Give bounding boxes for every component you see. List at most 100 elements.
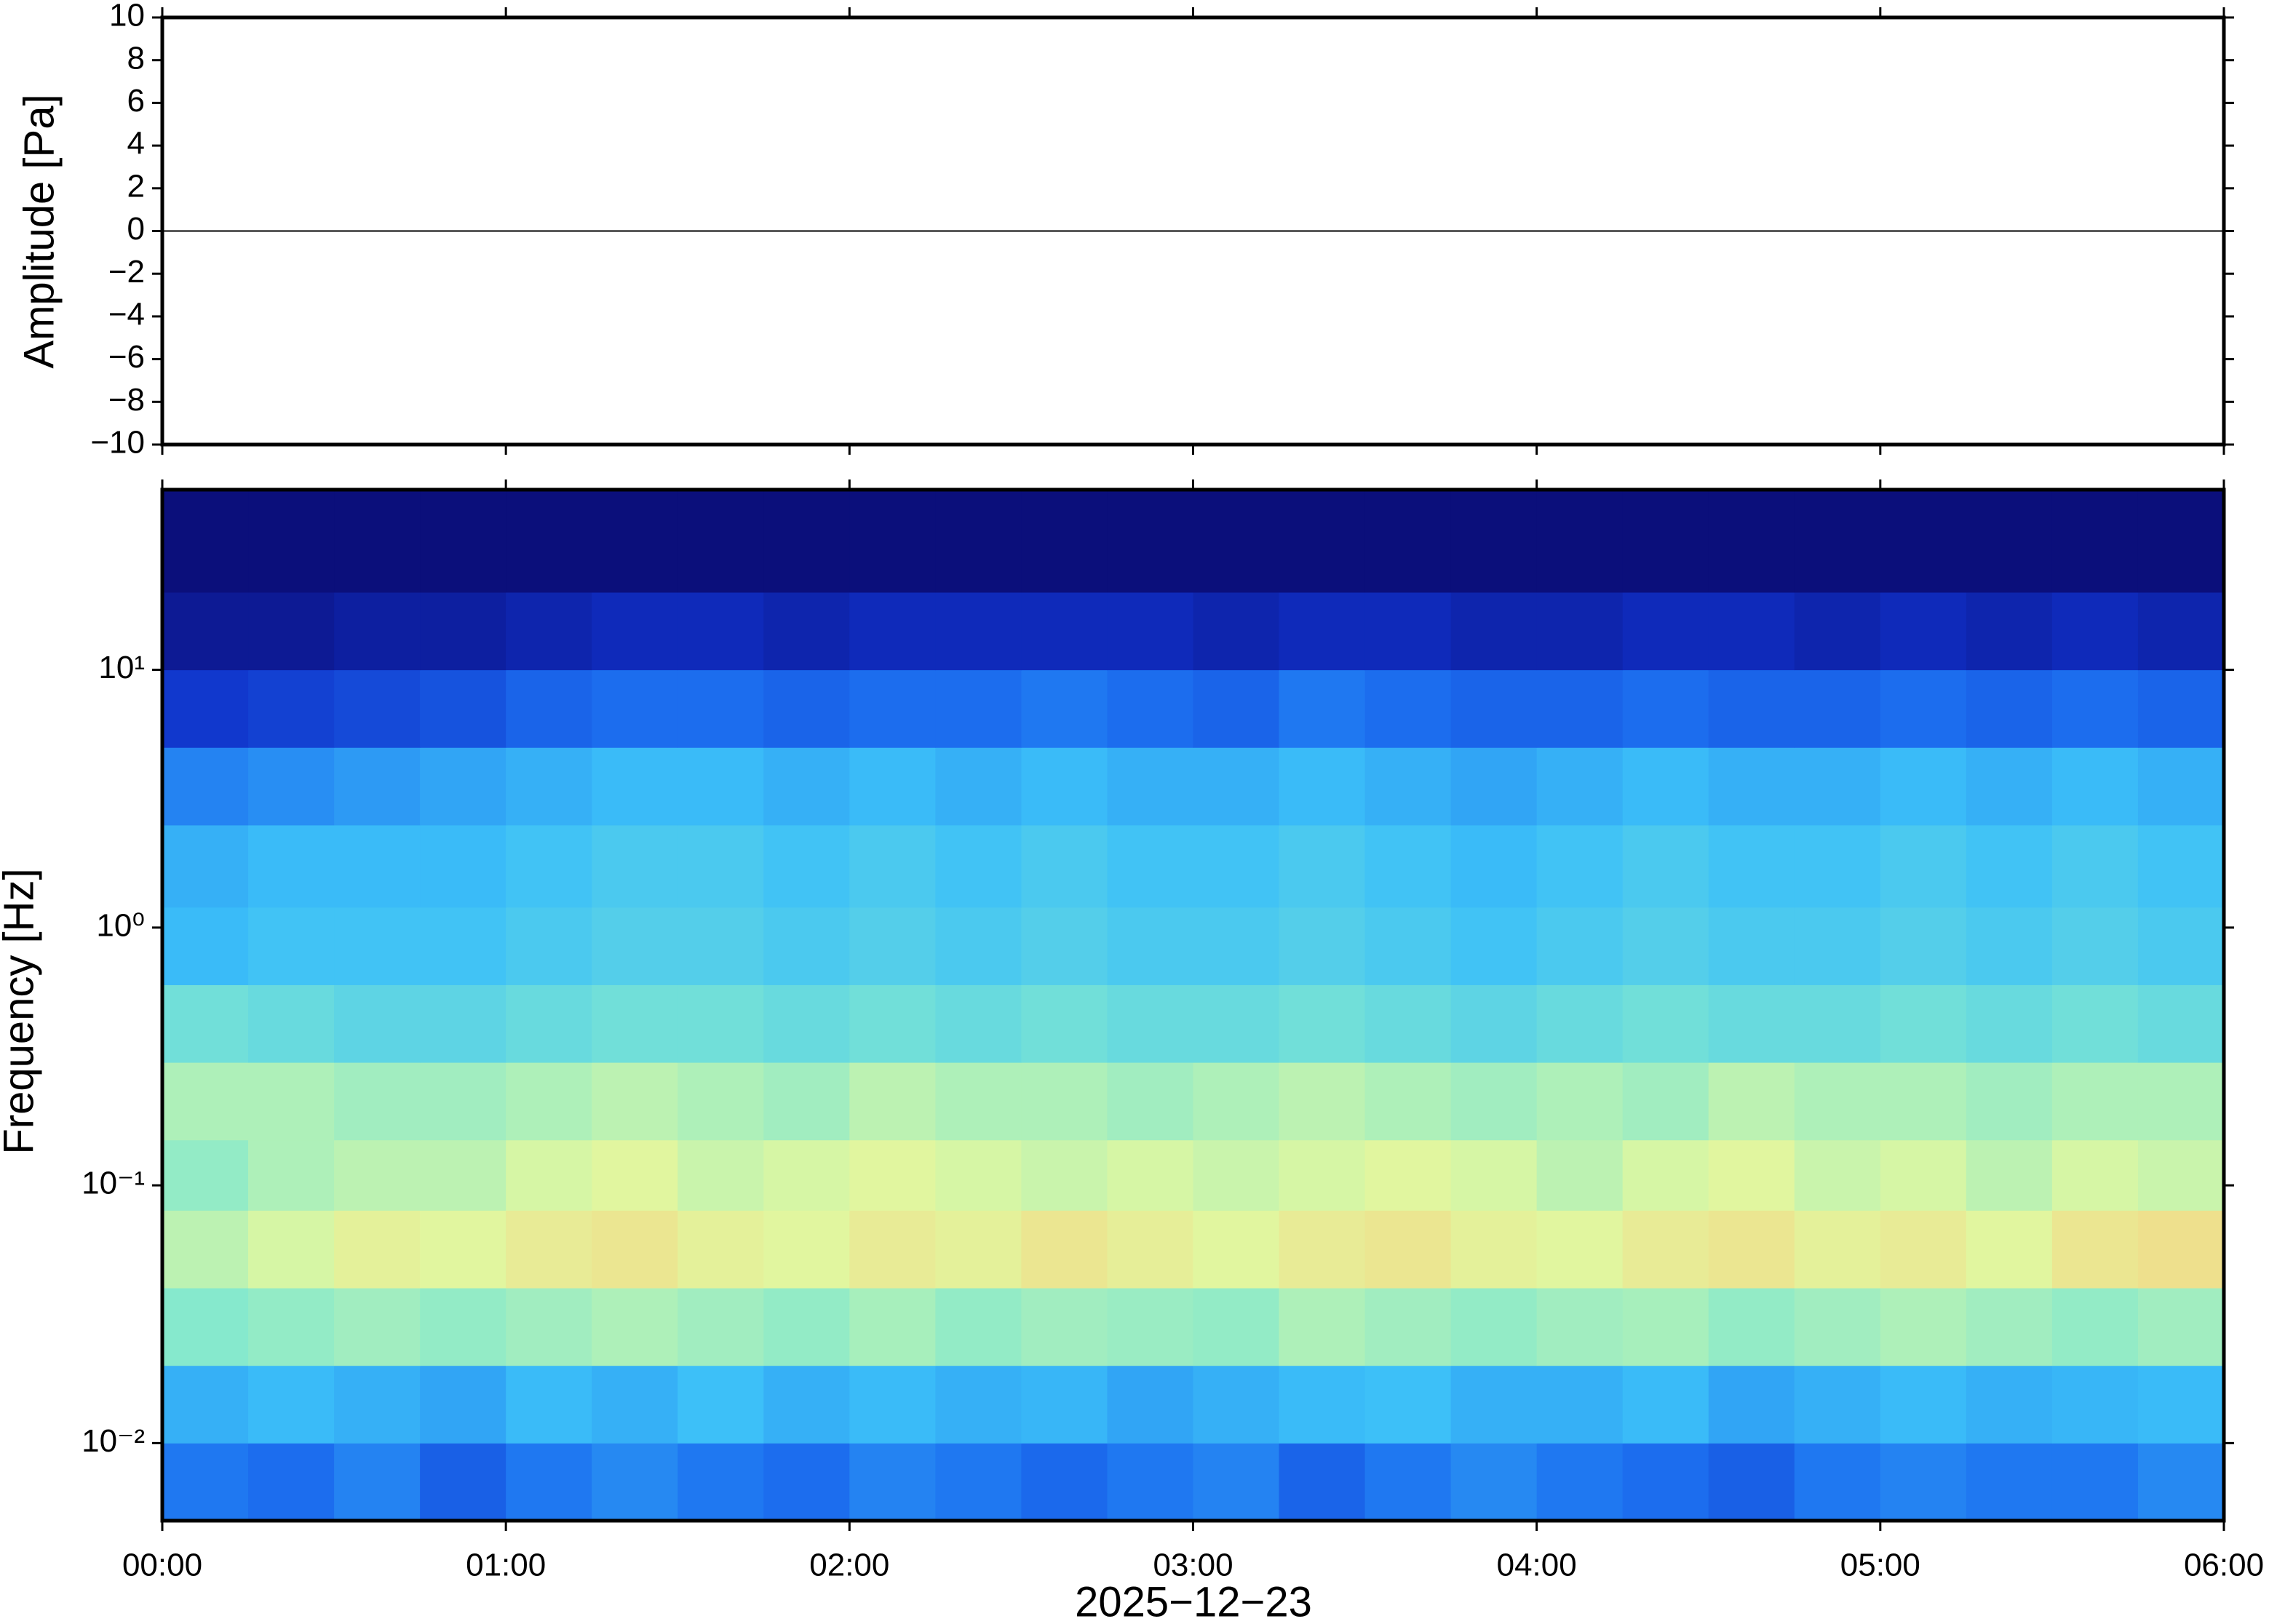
spectrogram-cell xyxy=(506,907,592,985)
spectrogram-cell xyxy=(592,1288,678,1366)
spectrogram-cell xyxy=(1794,907,1881,985)
spectrogram-cell xyxy=(506,984,592,1063)
spectrogram-cell xyxy=(1708,1062,1795,1141)
spectrogram-cell xyxy=(2051,1288,2139,1366)
spectrogram-cell xyxy=(1622,1365,1709,1444)
spectrogram-cell xyxy=(1364,1288,1452,1366)
spectrogram-cell xyxy=(935,984,1022,1063)
y-tick-label: 0 xyxy=(127,211,145,247)
y-tick-label: 4 xyxy=(127,126,145,162)
spectrogram-cell xyxy=(1279,824,1366,908)
spectrogram-cell xyxy=(763,1443,850,1521)
spectrogram-cell xyxy=(334,747,421,826)
spectrogram-cell xyxy=(2137,747,2225,826)
spectrogram-cell xyxy=(849,824,936,908)
spectrogram-cell xyxy=(1450,1365,1538,1444)
spectrogram-cell xyxy=(1622,669,1709,748)
spectrogram-cell xyxy=(1193,669,1280,748)
x-tick-label: 06:00 xyxy=(2184,1548,2264,1583)
spectrogram-cell xyxy=(420,490,506,593)
spectrogram-cell xyxy=(1107,1288,1193,1366)
spectrogram-cell xyxy=(506,1210,592,1289)
y-tick-label: 8 xyxy=(127,40,145,76)
y-tick-label: 10¹ xyxy=(98,650,145,685)
x-tick-label: 01:00 xyxy=(466,1548,546,1583)
spectrogram-cell xyxy=(1794,669,1881,748)
spectrogram-cell xyxy=(763,1288,850,1366)
spectrogram-cell xyxy=(1021,669,1108,748)
spectrogram-cell xyxy=(2137,1139,2225,1211)
spectrogram-cell xyxy=(1966,984,2053,1063)
spectrogram-cell xyxy=(248,1365,335,1444)
spectrogram-cell xyxy=(677,907,764,985)
spectrogram-cell xyxy=(1966,1062,2053,1141)
spectrogram-cell xyxy=(248,747,335,826)
spectrogram-cell xyxy=(1021,1062,1108,1141)
spectrogram-cell xyxy=(849,592,936,671)
spectrogram-cell xyxy=(1364,907,1452,985)
spectrogram-cell xyxy=(2051,669,2139,748)
spectrogram-cell xyxy=(1794,1365,1881,1444)
spectrogram-cell xyxy=(677,1139,764,1211)
spectrogram-cell xyxy=(1279,490,1366,593)
spectrogram-cell xyxy=(334,907,421,985)
spectrogram-cell xyxy=(763,490,850,593)
spectrogram-cell xyxy=(849,1288,936,1366)
spectrogram-cell xyxy=(1450,984,1538,1063)
spectrogram-cell xyxy=(1450,592,1538,671)
spectrogram-cell xyxy=(1279,1210,1366,1289)
spectrogram-cell xyxy=(162,669,249,748)
spectrogram-cell xyxy=(1536,907,1624,985)
spectrogram-cell xyxy=(1536,1062,1624,1141)
spectrogram-cell xyxy=(2051,490,2139,593)
spectrogram-cell xyxy=(2051,592,2139,671)
spectrogram-cell xyxy=(1193,747,1280,826)
spectrogram-cell xyxy=(935,1062,1022,1141)
spectrogram-cell xyxy=(935,1443,1022,1521)
spectrogram-cell xyxy=(420,1288,506,1366)
spectrogram-cell xyxy=(334,1062,421,1141)
spectrogram-cell xyxy=(1622,747,1709,826)
spectrogram-cell xyxy=(1364,1139,1452,1211)
spectrogram-cell xyxy=(420,1139,506,1211)
spectrogram-cell xyxy=(1364,984,1452,1063)
spectrogram-cell xyxy=(334,1139,421,1211)
spectrogram-cell xyxy=(935,490,1022,593)
spectrogram-cell xyxy=(677,984,764,1063)
spectrogram-cell xyxy=(1450,824,1538,908)
spectrogram-cell xyxy=(1708,1288,1795,1366)
spectrogram-cell xyxy=(248,907,335,985)
spectrogram-cell xyxy=(1880,1288,1967,1366)
spectrogram-cell xyxy=(1536,1288,1624,1366)
x-tick-label: 02:00 xyxy=(809,1548,889,1583)
spectrogram-cell xyxy=(1880,669,1967,748)
spectrogram-cell xyxy=(420,1443,506,1521)
spectrogram-cell xyxy=(506,824,592,908)
spectrogram-cell xyxy=(592,984,678,1063)
spectrogram-cell xyxy=(763,824,850,908)
spectrogram-cell xyxy=(248,669,335,748)
y-axis-title: Amplitude [Pa] xyxy=(15,94,63,368)
spectrogram-cell xyxy=(1536,984,1624,1063)
spectrogram-cell xyxy=(1880,1365,1967,1444)
spectrogram-cell xyxy=(1021,907,1108,985)
spectrogram-cell xyxy=(2137,984,2225,1063)
y-tick-label: 6 xyxy=(127,83,145,119)
spectrogram-cell xyxy=(1364,747,1452,826)
spectrogram-cell xyxy=(763,1365,850,1444)
spectrogram-cell xyxy=(849,1210,936,1289)
y-tick-label: 2 xyxy=(127,168,145,204)
spectrogram-cell xyxy=(162,907,249,985)
y-tick-label: 10⁻² xyxy=(82,1423,145,1459)
spectrogram-cell xyxy=(1708,1139,1795,1211)
spectrogram-cell xyxy=(420,1062,506,1141)
spectrogram-cell xyxy=(935,1139,1022,1211)
spectrogram-cell xyxy=(1708,1365,1795,1444)
spectrogram-cell xyxy=(677,1365,764,1444)
spectrogram-cell xyxy=(2137,1210,2225,1289)
spectrogram-cell xyxy=(1279,1139,1366,1211)
spectrogram-cell xyxy=(1364,490,1452,593)
spectrogram-cell xyxy=(2051,1365,2139,1444)
y-tick-label: 10⁻¹ xyxy=(82,1166,145,1201)
